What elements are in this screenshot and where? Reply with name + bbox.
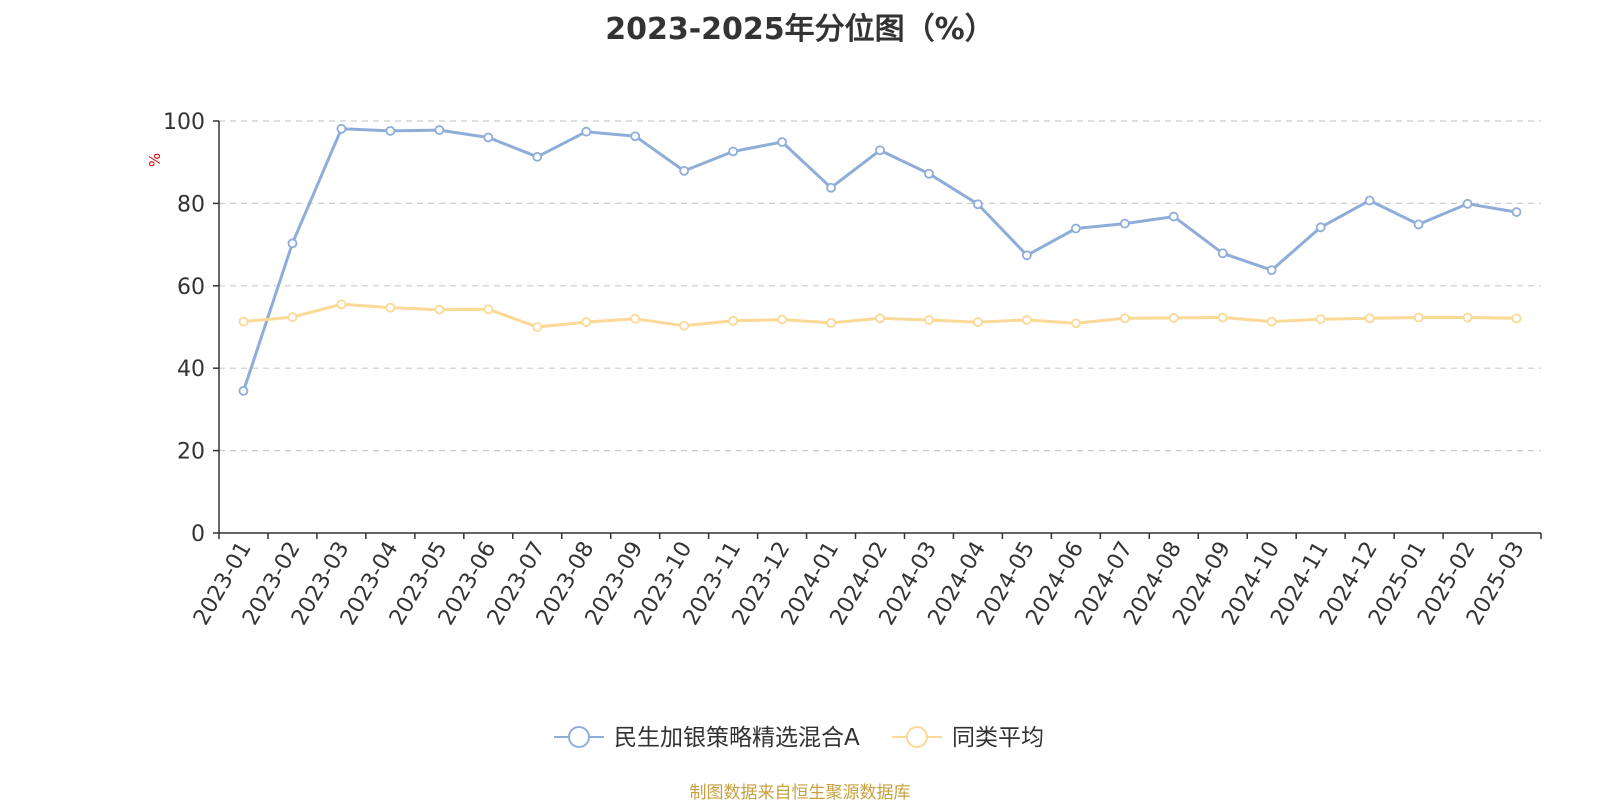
data-point[interactable] [973,317,983,327]
data-point[interactable] [532,322,543,332]
axes [213,120,1542,539]
legend-item-series-2[interactable]: 同类平均 [892,725,1044,751]
data-point[interactable] [1266,316,1277,327]
data-point[interactable] [777,314,787,325]
data-point[interactable] [336,299,347,310]
data-point[interactable] [287,312,298,323]
data-source-note: 制图数据来自恒生聚源数据库 [689,783,911,803]
data-point[interactable] [1413,219,1424,230]
data-point[interactable] [1217,312,1228,323]
data-point[interactable] [630,313,641,324]
data-point[interactable] [532,151,543,162]
data-point[interactable] [1021,315,1032,325]
data-point[interactable] [826,182,836,193]
data-point[interactable] [728,146,739,157]
y-tick-label: 100 [163,110,205,135]
data-point[interactable] [1413,312,1424,323]
data-point[interactable] [1511,207,1522,217]
data-point[interactable] [1364,195,1375,206]
legend-item-series-1[interactable]: 民生加银策略精选混合A [554,725,860,751]
series-lines [238,123,1522,396]
data-point[interactable] [1364,313,1375,324]
data-point[interactable] [679,165,690,176]
data-point[interactable] [434,304,445,315]
legend-label-series-2: 同类平均 [952,725,1044,751]
data-point[interactable] [483,132,494,143]
series-1 [238,123,1522,396]
data-point[interactable] [1462,198,1473,209]
series-2 [238,299,1522,332]
data-point[interactable] [924,315,934,325]
y-tick-label: 20 [177,440,205,465]
data-point[interactable] [238,385,249,396]
y-tick-label: 40 [177,357,205,382]
data-point[interactable] [1070,318,1081,329]
data-point[interactable] [1217,248,1228,259]
data-point[interactable] [1070,223,1081,234]
data-point[interactable] [434,125,445,135]
data-point[interactable] [581,317,592,327]
data-point[interactable] [1511,313,1522,324]
legend-label-series-1: 民生加银策略精选混合A [614,725,860,751]
y-tick-label: 0 [191,522,205,547]
y-tick-label: 80 [177,192,205,217]
legend[interactable]: 民生加银策略精选混合A 同类平均 [554,725,1044,751]
data-point[interactable] [1266,265,1277,276]
data-point[interactable] [1168,313,1179,323]
data-point[interactable] [238,316,249,327]
y-axis-unit: % [146,153,164,167]
data-point[interactable] [385,125,396,136]
data-point[interactable] [875,313,885,324]
chart-title: 2023-2025年分位图（%） [605,12,995,47]
data-point[interactable] [630,131,641,142]
data-point[interactable] [385,302,396,313]
data-point[interactable] [336,123,347,134]
data-point[interactable] [1462,312,1473,323]
y-tick-label: 60 [177,275,205,300]
data-point[interactable] [973,199,983,210]
series-line [242,127,1517,392]
data-point[interactable] [1119,218,1130,229]
data-point[interactable] [875,145,885,156]
data-point[interactable] [483,304,494,315]
data-point[interactable] [1021,250,1032,261]
data-point[interactable] [581,126,592,137]
data-point[interactable] [924,168,934,179]
x-tick-labels: 2023-012023-022023-032023-042023-052023-… [189,538,1530,630]
gridlines [219,120,1541,452]
data-point[interactable] [1315,314,1326,325]
data-point[interactable] [826,317,836,328]
data-point[interactable] [1119,313,1130,324]
data-point[interactable] [679,320,690,331]
y-tick-labels: 0 20 40 60 80 100 [163,110,205,547]
data-point[interactable] [1315,222,1326,233]
data-point[interactable] [777,137,787,147]
data-point[interactable] [1168,211,1179,222]
data-point[interactable] [287,238,298,249]
data-point[interactable] [728,315,739,326]
